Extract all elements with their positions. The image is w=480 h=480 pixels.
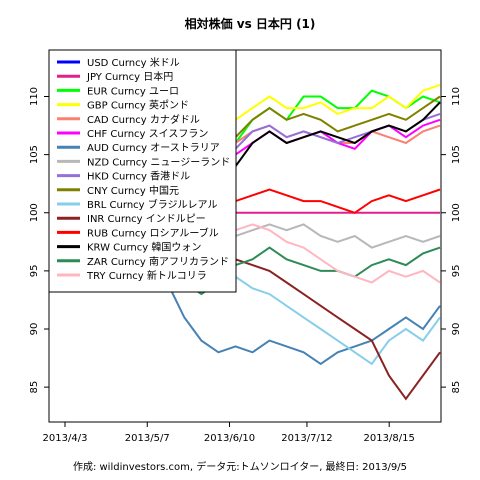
x-tick-label-1: 2013/5/7 [125, 433, 170, 444]
y-tick-label-right-5: 110 [451, 87, 462, 106]
x-tick-label-0: 2013/4/3 [43, 433, 88, 444]
legend-label-13: KRW Curncy 韓国ウォン [87, 242, 201, 254]
y-tick-label-right-3: 100 [451, 203, 462, 222]
legend-label-4: CAD Curncy カナダドル [87, 113, 200, 126]
legend-label-8: HKD Curncy 香港ドル [87, 171, 190, 183]
legend-label-7: NZD Curncy ニュージーランド [87, 156, 230, 168]
x-axis: 2013/4/3 2013/5/7 2013/6/10 2013/7/12 2013/8… [43, 422, 415, 444]
legend-label-9: CNY Curncy 中国元 [87, 184, 179, 197]
legend-label-12: RUB Curncy ロシアルーブル [87, 226, 219, 239]
y-tick-label-left-2: 95 [29, 265, 40, 278]
y-tick-label-left-5: 110 [29, 87, 40, 106]
y-axis-left: 85 90 95 100 105 110 [29, 87, 49, 394]
y-tick-label-right-2: 95 [451, 265, 462, 278]
legend-label-10: BRL Curncy ブラジルレアル [87, 198, 217, 211]
legend-box [48, 49, 237, 293]
x-tick-label-4: 2013/8/15 [364, 433, 415, 444]
y-tick-label-left-0: 85 [29, 381, 40, 394]
legend-label-14: ZAR Curncy 南アフリカランド [87, 255, 229, 268]
y-tick-label-left-3: 100 [29, 203, 40, 222]
x-tick-label-3: 2013/7/12 [281, 433, 332, 444]
y-tick-label-right-1: 90 [451, 323, 462, 336]
y-tick-label-right-4: 105 [451, 145, 462, 164]
y-tick-label-left-4: 105 [29, 145, 40, 164]
legend-label-15: TRY Curncy 新トルコリラ [86, 269, 207, 282]
chart-title: 相対株価 vs 日本円 (1) [185, 16, 316, 31]
legend-label-3: GBP Curncy 英ポンド [87, 99, 189, 112]
legend-label-6: AUD Curncy オーストラリア [87, 142, 220, 154]
legend-label-11: INR Curncy インドルピー [87, 213, 206, 225]
x-tick-label-2: 2013/6/10 [204, 433, 255, 444]
legend-label-2: EUR Curncy ユーロ [87, 86, 179, 97]
footer-note: 作成: wildinvestors.com, データ元:トムソンロイター, 最終… [73, 460, 407, 473]
legend-label-1: JPY Curncy 日本円 [86, 70, 173, 83]
y-tick-label-left-1: 90 [29, 323, 40, 336]
legend-label-5: CHF Curncy スイスフラン [87, 128, 208, 140]
legend-label-0: USD Curncy 米ドル [87, 56, 180, 69]
y-tick-label-right-0: 85 [451, 381, 462, 394]
y-axis-right: 85 90 95 100 105 110 [441, 87, 462, 394]
